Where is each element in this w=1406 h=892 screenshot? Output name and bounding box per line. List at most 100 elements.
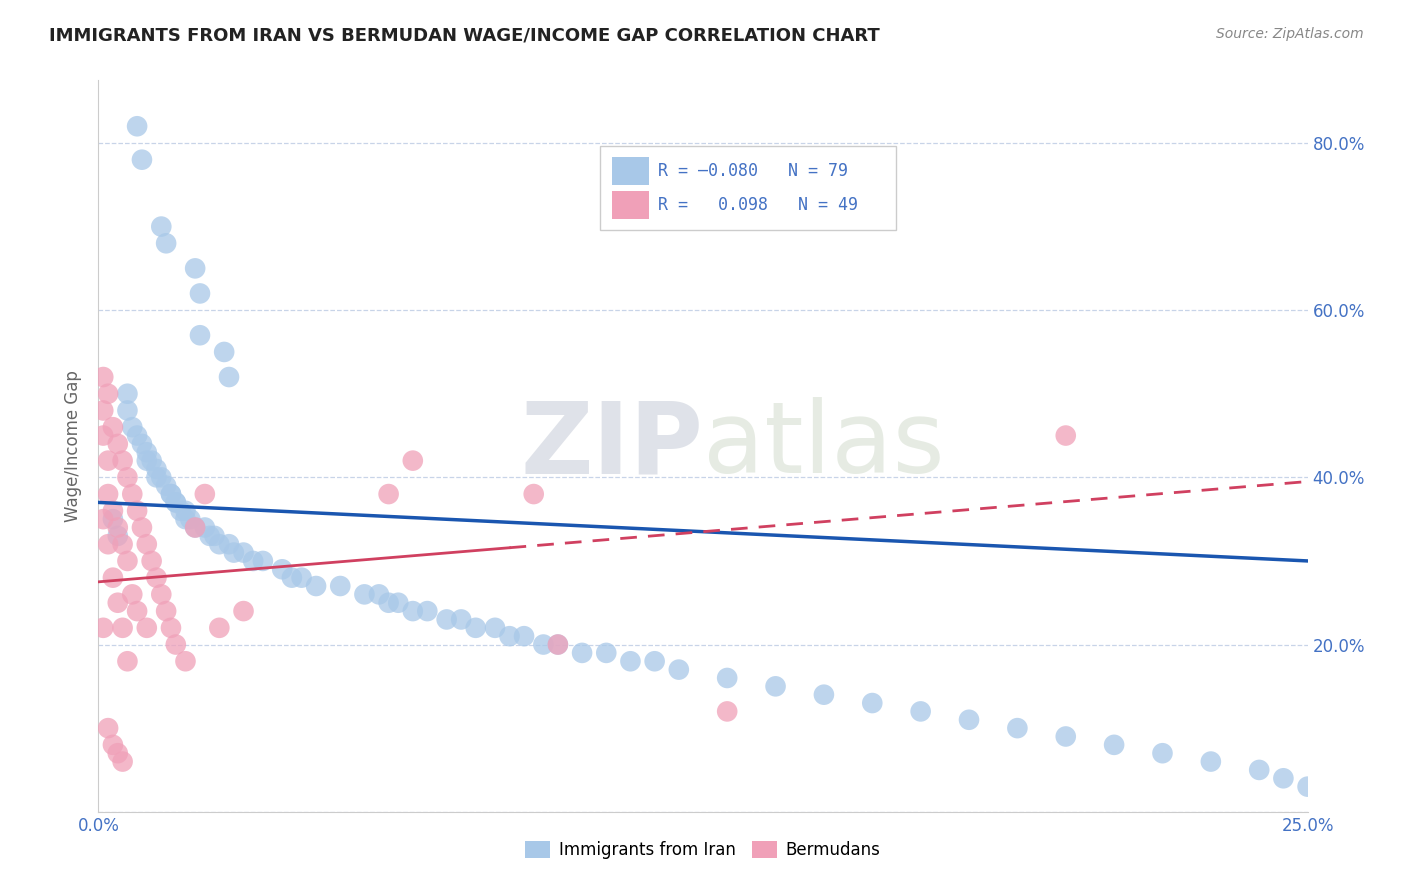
Point — [107, 437, 129, 451]
Legend: Immigrants from Iran, Bermudans: Immigrants from Iran, Bermudans — [519, 834, 887, 865]
Point — [218, 370, 240, 384]
Point — [160, 487, 183, 501]
Point — [155, 479, 177, 493]
Point — [101, 571, 124, 585]
Point — [174, 512, 197, 526]
Point — [1272, 772, 1295, 786]
Point — [184, 261, 207, 276]
Point — [1007, 721, 1029, 735]
Point — [131, 520, 153, 534]
Point — [135, 537, 157, 551]
Point — [464, 621, 486, 635]
Point — [155, 604, 177, 618]
Point — [377, 487, 399, 501]
Point — [402, 604, 425, 618]
Point — [179, 512, 201, 526]
Point — [242, 554, 264, 568]
Point — [97, 453, 120, 467]
Point — [1152, 746, 1174, 760]
Point — [498, 629, 520, 643]
Text: ZIP: ZIP — [520, 398, 703, 494]
Point — [107, 520, 129, 534]
Point — [208, 621, 231, 635]
Text: atlas: atlas — [703, 398, 945, 494]
Point — [117, 386, 139, 401]
Point — [547, 638, 569, 652]
Point — [188, 328, 211, 343]
Point — [107, 596, 129, 610]
Point — [450, 612, 472, 626]
Point — [174, 504, 197, 518]
Point — [117, 654, 139, 668]
Point — [290, 571, 312, 585]
Point — [127, 504, 149, 518]
Point — [644, 654, 666, 668]
Point — [91, 428, 114, 442]
Point — [1054, 730, 1077, 744]
Point — [97, 721, 120, 735]
Point — [155, 236, 177, 251]
Point — [305, 579, 328, 593]
Point — [513, 629, 536, 643]
Point — [619, 654, 641, 668]
Point — [97, 386, 120, 401]
Point — [218, 537, 240, 551]
Point — [101, 738, 124, 752]
Point — [402, 453, 425, 467]
Point — [160, 621, 183, 635]
Point — [716, 671, 738, 685]
Point — [1296, 780, 1319, 794]
Text: IMMIGRANTS FROM IRAN VS BERMUDAN WAGE/INCOME GAP CORRELATION CHART: IMMIGRANTS FROM IRAN VS BERMUDAN WAGE/IN… — [49, 27, 880, 45]
Point — [135, 445, 157, 459]
Point — [595, 646, 617, 660]
Point — [329, 579, 352, 593]
Bar — [613, 192, 648, 219]
Point — [121, 487, 143, 501]
Point — [101, 512, 124, 526]
Point — [1054, 428, 1077, 442]
Point — [1199, 755, 1222, 769]
Point — [150, 587, 173, 601]
Text: R =   0.098   N = 49: R = 0.098 N = 49 — [658, 196, 858, 214]
Point — [668, 663, 690, 677]
Point — [117, 470, 139, 484]
Point — [145, 470, 167, 484]
Point — [135, 621, 157, 635]
Point — [111, 537, 134, 551]
Point — [145, 462, 167, 476]
Bar — [613, 157, 648, 185]
Point — [368, 587, 391, 601]
Point — [127, 120, 149, 134]
Point — [150, 470, 173, 484]
FancyBboxPatch shape — [600, 146, 897, 230]
Point — [174, 654, 197, 668]
Text: Source: ZipAtlas.com: Source: ZipAtlas.com — [1216, 27, 1364, 41]
Point — [232, 604, 254, 618]
Point — [353, 587, 375, 601]
Point — [571, 646, 593, 660]
Point — [107, 529, 129, 543]
Point — [141, 554, 163, 568]
Point — [150, 219, 173, 234]
Point — [281, 571, 304, 585]
Point — [117, 554, 139, 568]
Point — [131, 437, 153, 451]
Point — [387, 596, 409, 610]
Point — [212, 345, 235, 359]
Point — [531, 638, 554, 652]
Point — [117, 403, 139, 417]
Point — [91, 370, 114, 384]
Point — [184, 520, 207, 534]
Text: R = –0.080   N = 79: R = –0.080 N = 79 — [658, 162, 848, 180]
Point — [523, 487, 546, 501]
Point — [91, 512, 114, 526]
Point — [97, 487, 120, 501]
Point — [252, 554, 274, 568]
Point — [957, 713, 980, 727]
Point — [184, 520, 207, 534]
Point — [232, 545, 254, 559]
Point — [145, 571, 167, 585]
Point — [135, 453, 157, 467]
Point — [127, 604, 149, 618]
Point — [194, 520, 217, 534]
